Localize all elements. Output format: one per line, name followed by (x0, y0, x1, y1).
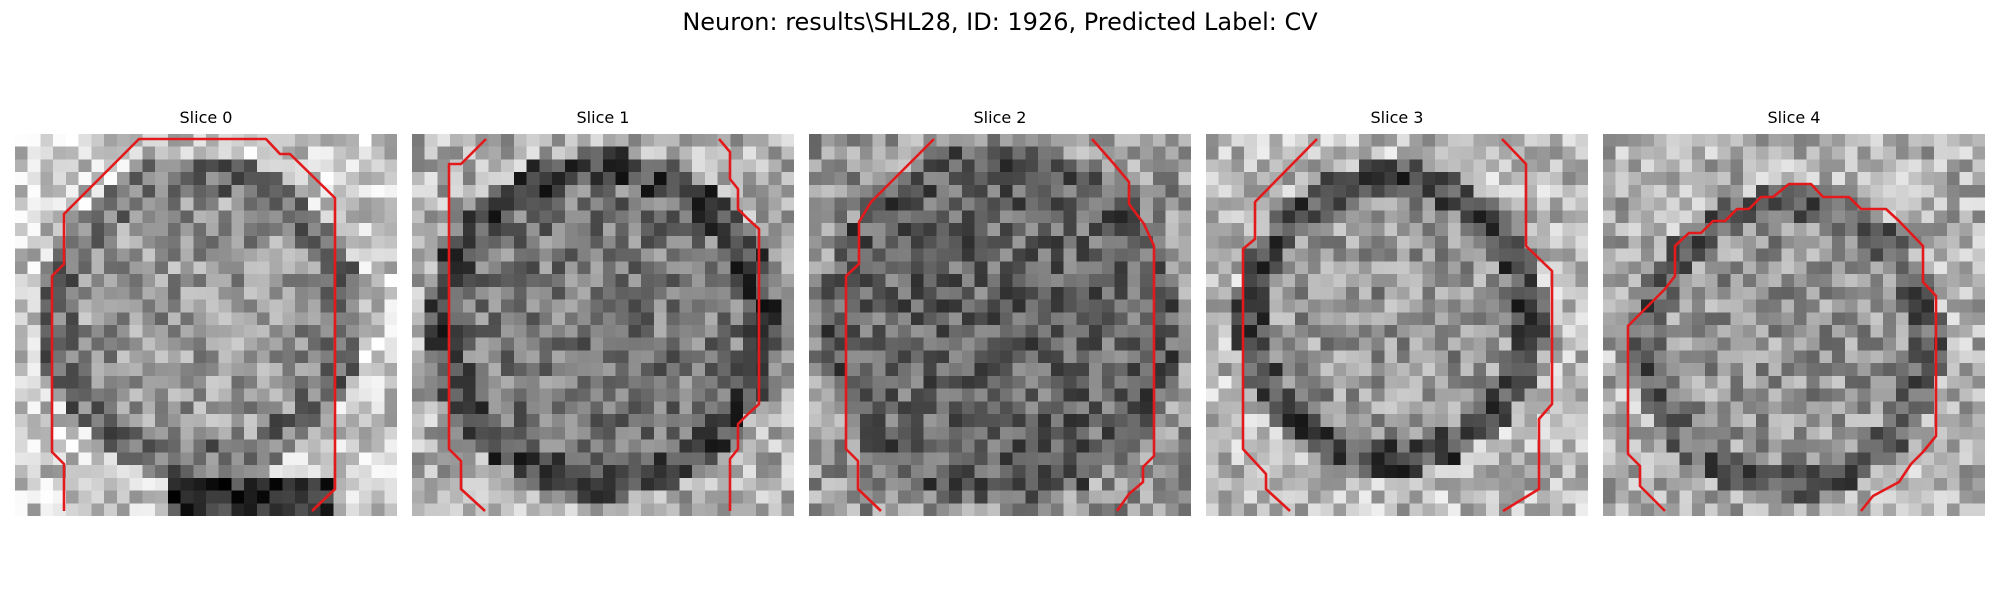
contour-line (1501, 138, 1554, 513)
slice-image (412, 134, 794, 516)
slice-image (809, 134, 1191, 516)
slice-image (1206, 134, 1588, 516)
grayscale-image (412, 134, 794, 516)
slice-title: Slice 1 (576, 108, 630, 127)
contour-overlay (447, 138, 761, 512)
slice-panel-2: Slice 2 (809, 104, 1191, 518)
contour-line (844, 138, 935, 512)
contour-line (718, 138, 761, 511)
slice-image (1603, 134, 1985, 516)
slice-panel-0: Slice 0 (15, 104, 397, 518)
grayscale-image (1206, 134, 1588, 516)
slice-image (15, 134, 397, 516)
contour-line (50, 137, 337, 512)
slice-panel-1: Slice 1 (412, 104, 794, 518)
grayscale-image (809, 134, 1191, 516)
contour-line (447, 138, 487, 512)
contour-line (1091, 138, 1156, 512)
contour-overlay (50, 137, 337, 512)
slice-panel-4: Slice 4 (1603, 104, 1985, 518)
contour-overlay (844, 138, 1156, 512)
contour-overlay (1241, 138, 1554, 513)
slice-title: Slice 0 (179, 108, 233, 127)
figure-title: Neuron: results\SHL28, ID: 1926, Predict… (682, 8, 1318, 36)
contour-line (1626, 182, 1938, 512)
contour-line (1241, 138, 1318, 512)
contour-overlay (1626, 182, 1938, 512)
slice-title: Slice 2 (973, 108, 1027, 127)
slice-panel-3: Slice 3 (1206, 104, 1588, 518)
slice-title: Slice 3 (1370, 108, 1424, 127)
slice-title: Slice 4 (1767, 108, 1821, 127)
